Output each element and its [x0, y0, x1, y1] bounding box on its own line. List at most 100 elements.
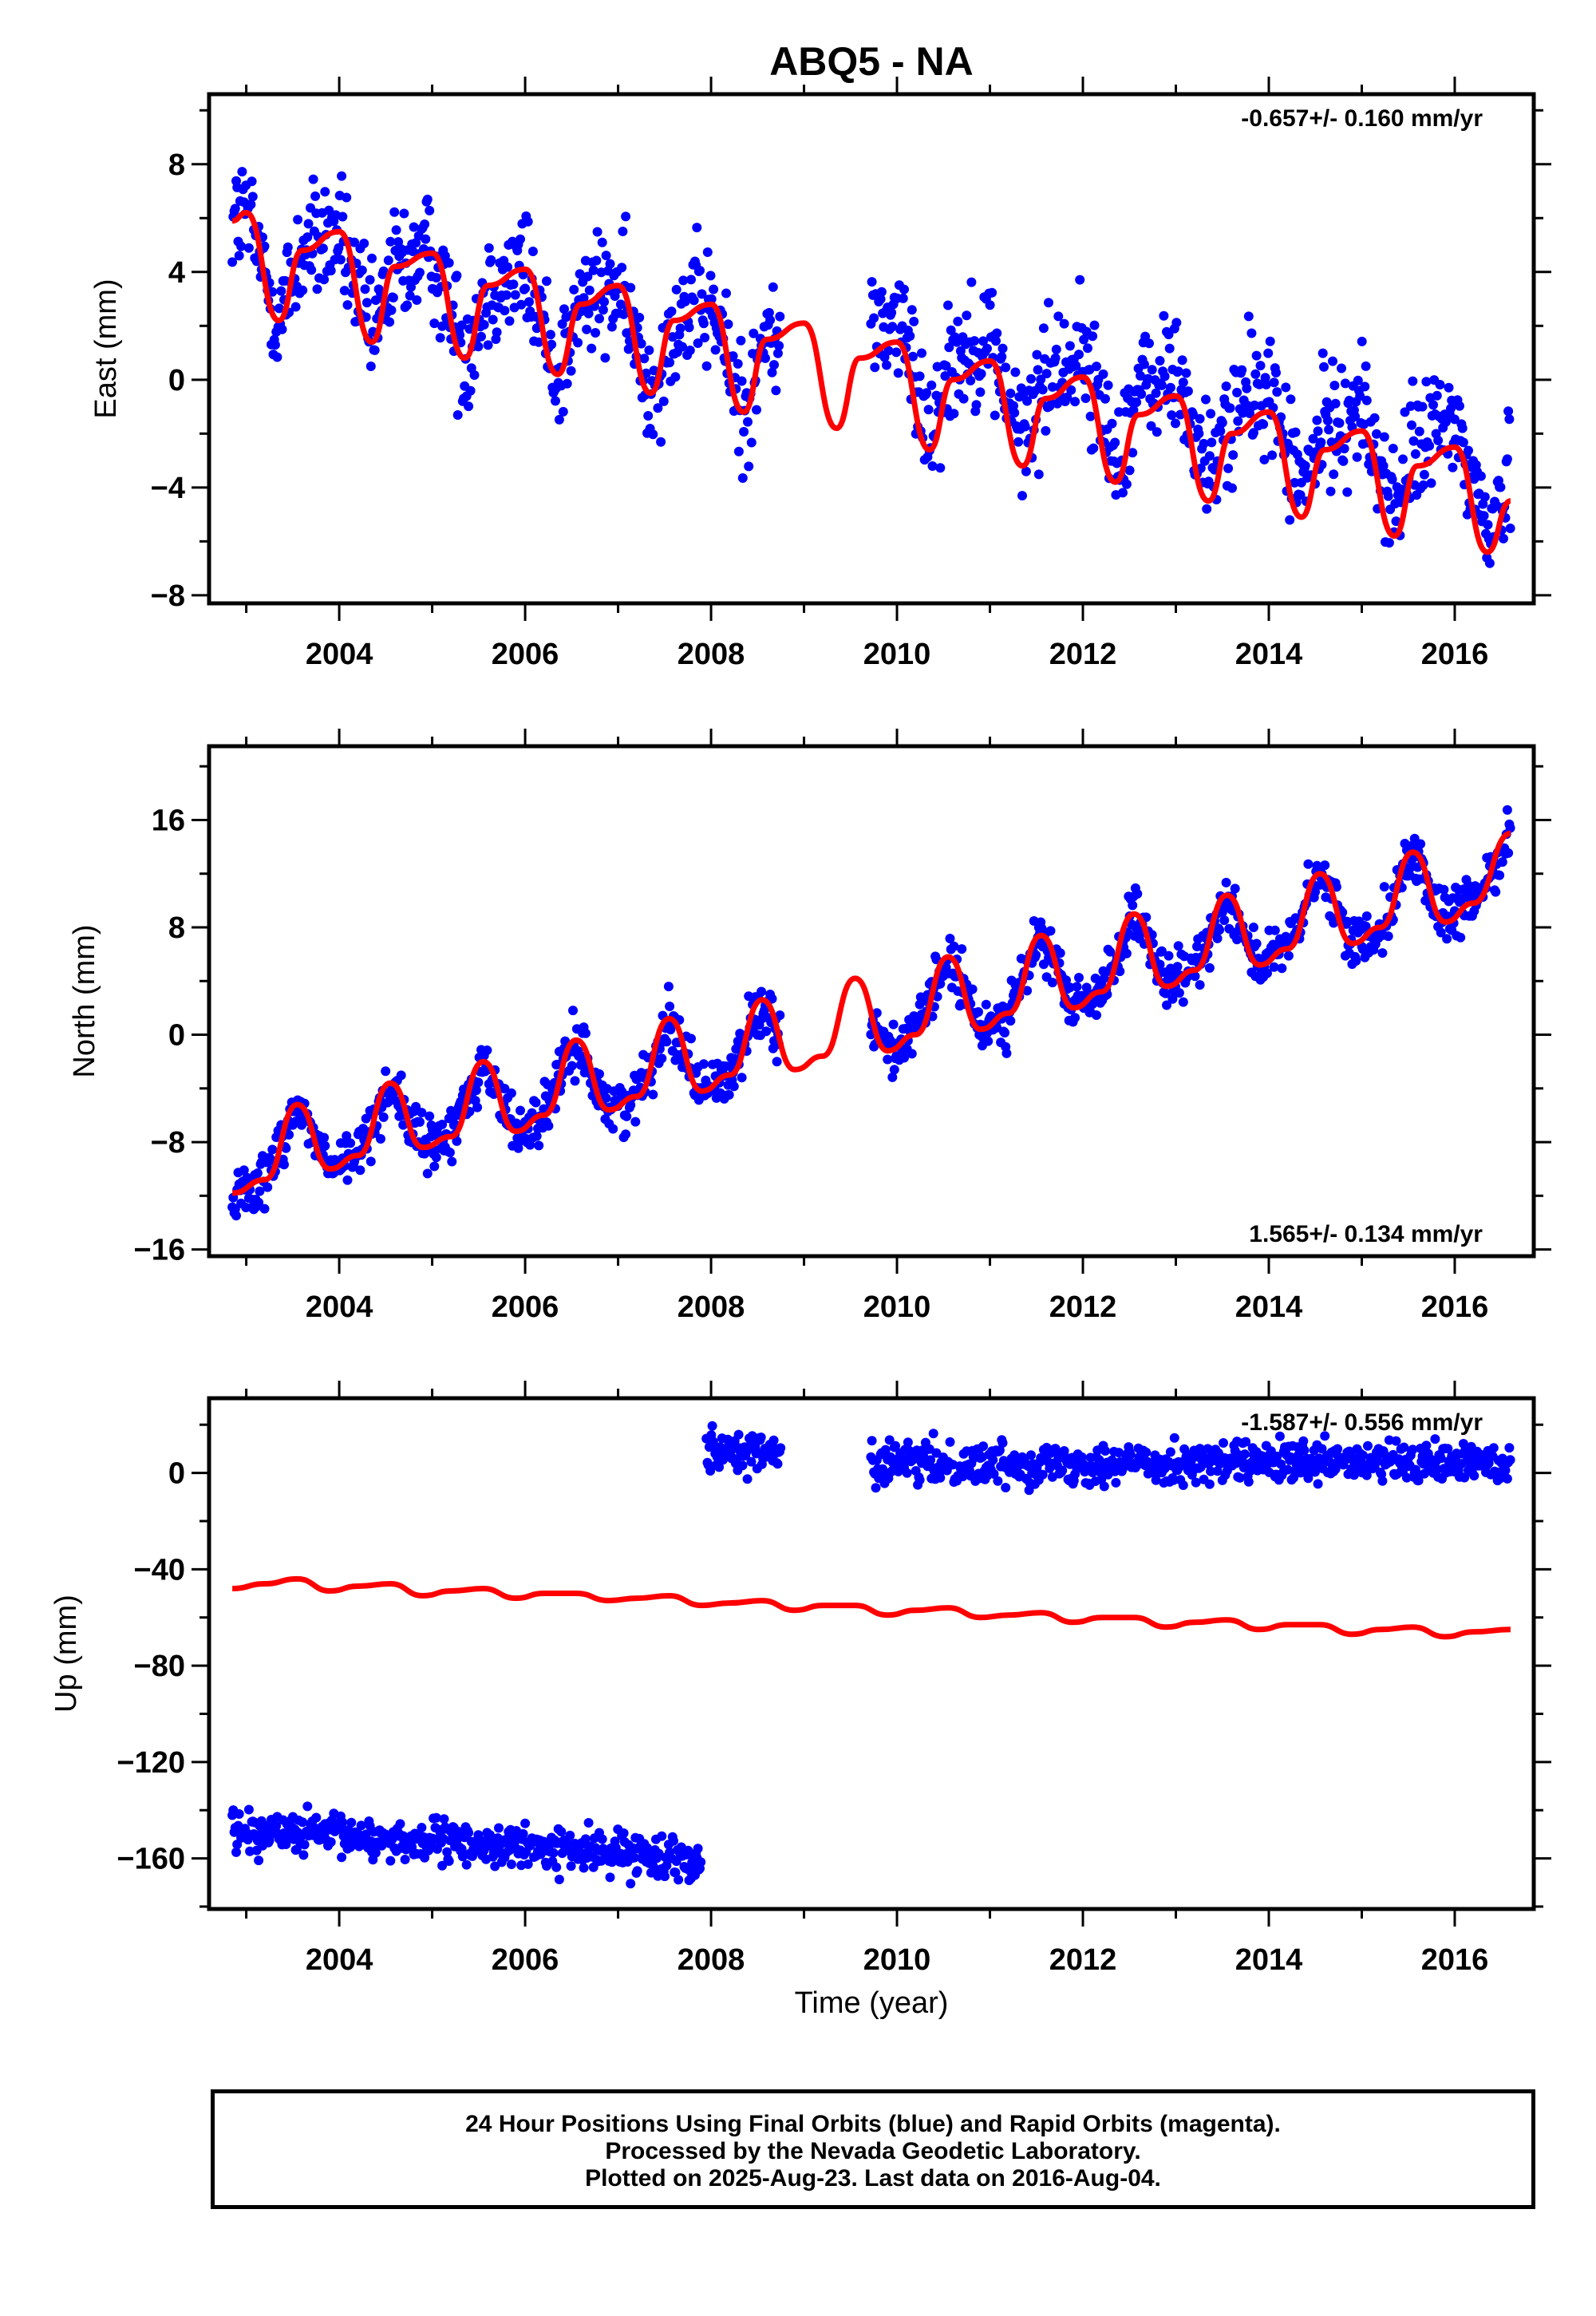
east-data-point	[1495, 482, 1506, 492]
up-data-point	[657, 1831, 667, 1841]
east-data-point	[599, 297, 610, 307]
east-data-point	[991, 336, 1001, 346]
north-data-point	[482, 1045, 492, 1055]
up-data-point	[776, 1443, 786, 1453]
north-data-point	[983, 1036, 994, 1046]
east-data-point	[1325, 486, 1336, 496]
east-data-point	[1328, 356, 1337, 366]
north-data-point	[1001, 1048, 1012, 1058]
east-data-point	[274, 303, 284, 314]
east-data-point	[1155, 356, 1165, 366]
up-data-point	[464, 1828, 474, 1838]
up-data-point	[1191, 1477, 1201, 1488]
north-data-point	[729, 1081, 739, 1092]
north-data-point	[1439, 884, 1449, 895]
up-x-tick-label: 2012	[1049, 1943, 1117, 1977]
east-data-point	[484, 243, 494, 253]
north-data-point	[1442, 934, 1452, 944]
east-data-point	[1070, 397, 1080, 407]
up-data-point	[756, 1433, 766, 1442]
up-data-point	[693, 1844, 703, 1854]
east-data-point	[922, 388, 932, 398]
east-y-tick-label: 8	[168, 148, 185, 182]
east-data-point	[391, 225, 401, 235]
east-data-point	[473, 342, 484, 352]
east-data-point	[684, 322, 694, 333]
north-data-point	[355, 1165, 365, 1176]
north-data-point	[567, 1061, 577, 1071]
up-data-point	[1111, 1477, 1121, 1488]
up-data-point	[1317, 1444, 1327, 1454]
north-data-point	[1495, 870, 1505, 880]
up-data-point	[737, 1460, 748, 1471]
east-data-point	[626, 283, 636, 293]
east-data-point	[1232, 387, 1242, 397]
east-data-point	[492, 327, 502, 338]
east-data-point	[1167, 410, 1177, 421]
north-x-tick-label: 2006	[492, 1290, 559, 1324]
east-data-point	[1391, 516, 1401, 527]
north-y-axis-title: North (mm)	[68, 924, 101, 1077]
up-data-point	[1469, 1471, 1479, 1481]
up-data-point	[1421, 1441, 1432, 1451]
north-data-point	[1497, 857, 1507, 868]
north-data-point	[608, 1124, 618, 1134]
up-data-point	[311, 1812, 322, 1823]
east-data-point	[689, 295, 699, 306]
east-data-point	[476, 331, 486, 342]
east-data-point	[435, 333, 445, 343]
east-data-point	[465, 385, 476, 396]
up-data-point	[915, 1475, 925, 1485]
up-data-point	[662, 1860, 672, 1871]
east-data-point	[615, 299, 626, 310]
up-plot-frame	[207, 1396, 1536, 1911]
east-data-point	[298, 285, 308, 295]
east-data-point	[388, 293, 398, 302]
east-data-point	[524, 297, 534, 307]
east-data-point	[700, 333, 710, 342]
up-data-point	[1373, 1456, 1383, 1466]
east-data-point	[338, 211, 348, 222]
east-panel: 2004 2006 2008 2010 2012 2014 2016 −8 −4 0 4 8 East …	[89, 77, 1551, 671]
east-data-point	[927, 461, 938, 471]
east-data-point	[764, 307, 774, 318]
north-data-point	[1383, 931, 1393, 942]
east-data-point	[733, 446, 744, 456]
east-data-point	[1059, 318, 1069, 329]
up-data-point	[989, 1468, 999, 1479]
east-data-point	[1121, 479, 1132, 489]
north-data-point	[1190, 971, 1200, 982]
north-data-point	[1074, 973, 1084, 982]
up-data-point	[579, 1863, 589, 1873]
up-data-point	[291, 1844, 302, 1855]
east-data-point	[1204, 451, 1215, 461]
up-data-point	[326, 1837, 336, 1848]
east-data-point	[907, 305, 917, 315]
up-data-point	[520, 1818, 531, 1828]
up-data-point	[1505, 1455, 1515, 1465]
up-data-point	[605, 1872, 615, 1883]
east-data-point	[1041, 425, 1051, 436]
north-data-point	[281, 1143, 291, 1153]
north-data-point	[1061, 975, 1071, 986]
east-data-point	[1339, 444, 1349, 454]
east-data-point	[479, 319, 489, 330]
east-data-point	[569, 284, 579, 294]
east-data-point	[1107, 418, 1117, 429]
east-data-point	[1074, 350, 1084, 360]
east-data-point	[1350, 411, 1361, 421]
up-data-point	[1408, 1445, 1418, 1455]
north-data-point	[686, 1034, 696, 1044]
north-data-point	[1047, 978, 1057, 988]
east-data-point	[1250, 400, 1260, 410]
north-data-point	[1172, 962, 1183, 972]
east-data-point	[357, 265, 367, 275]
north-data-point	[506, 1088, 516, 1098]
up-data-point	[1186, 1456, 1196, 1467]
east-data-point	[369, 345, 380, 355]
north-data-point	[1195, 980, 1205, 990]
north-data-point	[1162, 1000, 1171, 1010]
north-data-point	[1491, 887, 1501, 897]
north-data-point	[1022, 986, 1033, 996]
north-data-point	[1342, 916, 1353, 927]
